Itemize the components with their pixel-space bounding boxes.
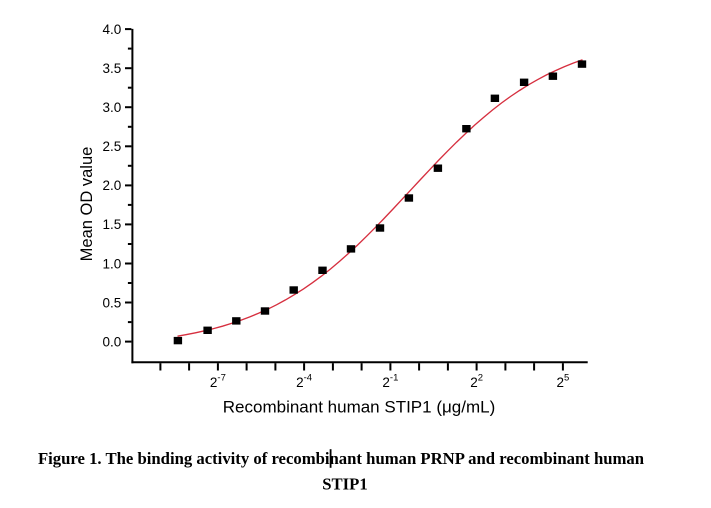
svg-text:25: 25 [556,373,569,391]
svg-text:2-4: 2-4 [296,373,312,391]
svg-text:1.5: 1.5 [103,217,122,232]
svg-text:Figure 1. The binding activity: Figure 1. The binding activity of recomb… [38,449,645,468]
svg-text:0.0: 0.0 [103,334,122,349]
svg-text:3.5: 3.5 [103,61,122,76]
svg-text:22: 22 [470,373,483,391]
svg-text:2.5: 2.5 [103,139,122,154]
svg-text:3.0: 3.0 [103,100,122,115]
svg-text:1.0: 1.0 [103,256,122,271]
svg-text:0.5: 0.5 [103,295,122,310]
svg-text:STIP1: STIP1 [322,474,367,493]
svg-text:4.0: 4.0 [103,22,122,37]
svg-text:2-1: 2-1 [382,373,398,391]
svg-text:2-7: 2-7 [210,373,226,391]
svg-text:Recombinant human STIP1 (μg/mL: Recombinant human STIP1 (μg/mL) [223,398,495,417]
svg-text:Mean OD value: Mean OD value [78,147,96,262]
svg-text:2.0: 2.0 [103,178,122,193]
